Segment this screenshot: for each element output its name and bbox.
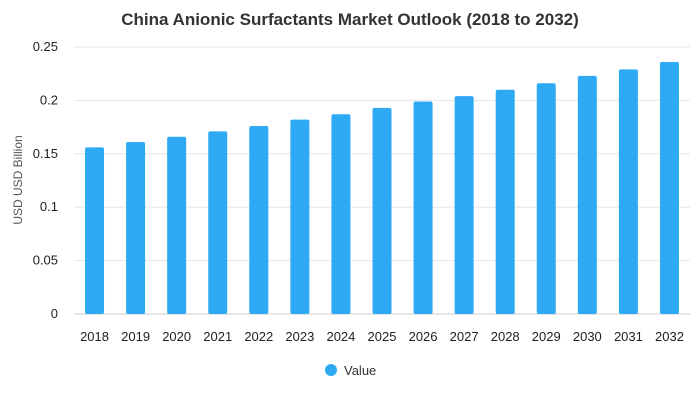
- x-tick-label: 2032: [655, 329, 684, 344]
- bar-2022[interactable]: [249, 126, 269, 314]
- x-tick-label: 2022: [244, 329, 273, 344]
- x-tick-label: 2023: [285, 329, 314, 344]
- y-tick-label: 0.1: [40, 199, 58, 214]
- bar-2024[interactable]: [331, 114, 351, 314]
- bar-2023[interactable]: [290, 119, 310, 315]
- y-tick-label: 0.05: [33, 253, 58, 268]
- legend-swatch: [325, 364, 337, 376]
- x-tick-label: 2027: [450, 329, 479, 344]
- bar-2031[interactable]: [618, 69, 638, 314]
- x-tick-label: 2026: [409, 329, 438, 344]
- chart-title: China Anionic Surfactants Market Outlook…: [121, 10, 579, 29]
- x-tick-label: 2029: [532, 329, 561, 344]
- x-tick-label: 2024: [326, 329, 355, 344]
- legend[interactable]: Value: [325, 363, 376, 378]
- bar-2021[interactable]: [208, 131, 228, 314]
- bars: [85, 61, 679, 315]
- bar-2030[interactable]: [577, 75, 597, 314]
- x-tick-label: 2018: [80, 329, 109, 344]
- y-tick-label: 0.2: [40, 92, 58, 107]
- y-tick-label: 0.15: [33, 146, 58, 161]
- x-tick-label: 2020: [162, 329, 191, 344]
- x-tick-label: 2019: [121, 329, 150, 344]
- x-tick-label: 2025: [368, 329, 397, 344]
- bar-2032[interactable]: [659, 61, 679, 315]
- bar-2020[interactable]: [167, 136, 187, 314]
- x-tick-label: 2031: [614, 329, 643, 344]
- bar-2026[interactable]: [413, 101, 433, 314]
- legend-label: Value: [344, 363, 376, 378]
- bar-2028[interactable]: [495, 89, 515, 314]
- bar-2019[interactable]: [126, 142, 146, 314]
- x-tick-label: 2030: [573, 329, 602, 344]
- x-tick-label: 2028: [491, 329, 520, 344]
- x-axis-ticks: 2018 2019 2020 2021 2022 2023 2024 2025 2026 2027…: [80, 329, 684, 344]
- y-tick-label: 0.25: [33, 39, 58, 54]
- y-tick-label: 0: [51, 306, 58, 321]
- bar-2018[interactable]: [85, 147, 105, 314]
- bar-2025[interactable]: [372, 107, 392, 314]
- y-axis-label: USD USD Billion: [11, 135, 25, 224]
- x-tick-label: 2021: [203, 329, 232, 344]
- bar-2027[interactable]: [454, 96, 474, 315]
- y-axis-ticks: 0 0.05 0.1 0.15 0.2 0.25: [33, 39, 58, 321]
- bar-2029[interactable]: [536, 83, 556, 314]
